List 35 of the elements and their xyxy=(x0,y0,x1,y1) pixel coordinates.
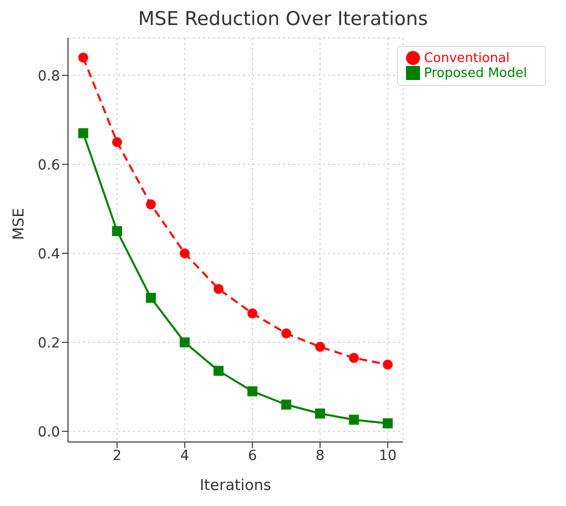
y-tick-label: 0.6 xyxy=(38,157,60,174)
chart-title: MSE Reduction Over Iterations xyxy=(137,8,429,30)
point xyxy=(382,360,393,370)
x-axis-title: Iterations xyxy=(200,476,272,494)
point xyxy=(112,137,122,148)
y-tick-label: 0.8 xyxy=(38,68,60,84)
point xyxy=(214,366,224,376)
point xyxy=(348,414,359,425)
y-tick-label: 0.2 xyxy=(38,335,60,352)
point xyxy=(180,337,190,348)
x-tick-label: 2 xyxy=(112,448,122,464)
y-axis-title: MSE xyxy=(9,208,28,240)
x-tick-label: 4 xyxy=(180,448,190,464)
point xyxy=(382,418,393,428)
y-tick-label: 0.0 xyxy=(38,424,60,440)
point xyxy=(247,308,258,318)
point xyxy=(281,400,292,410)
point xyxy=(180,248,190,258)
point xyxy=(348,352,359,363)
point xyxy=(112,226,122,236)
y-tick-label: 0.4 xyxy=(38,246,60,262)
point xyxy=(315,342,326,352)
point xyxy=(78,52,88,63)
legend-label: Conventional xyxy=(424,51,510,66)
point xyxy=(281,328,292,338)
point xyxy=(78,128,88,138)
x-tick-label: 6 xyxy=(248,448,257,464)
point xyxy=(214,284,224,294)
point xyxy=(247,386,258,396)
point xyxy=(146,292,156,303)
x-tick-label: 8 xyxy=(316,448,325,464)
point xyxy=(146,199,156,210)
x-tick-label: 10 xyxy=(378,448,397,464)
legend-label: Proposed Model xyxy=(424,66,527,81)
point xyxy=(315,408,326,419)
